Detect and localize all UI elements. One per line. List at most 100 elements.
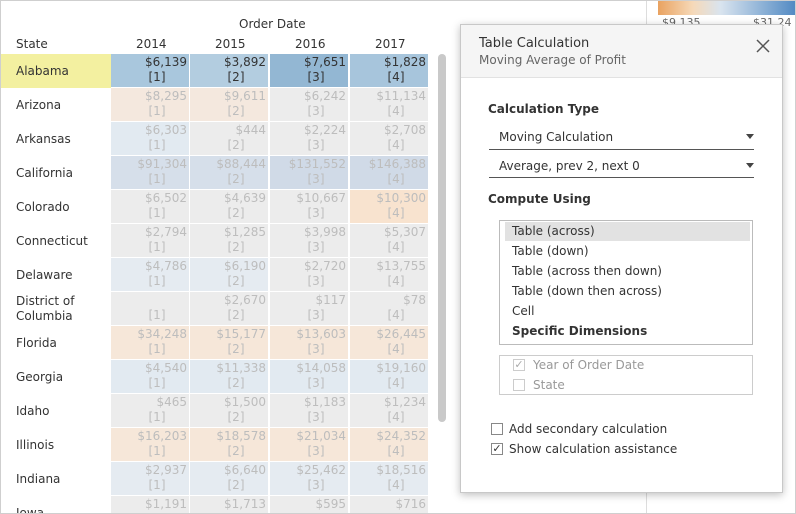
cell-value: $2,224 [304,123,346,137]
table-cell: $2,670 [2] [190,292,268,325]
super-header: Order Date [239,17,306,31]
state-label[interactable]: Illinois [1,428,111,462]
state-text: Delaware [16,267,73,282]
cell-value: $88,444 [216,157,266,171]
state-label[interactable]: Colorado [1,190,111,224]
table-cell: $117 [3] [270,292,348,325]
row-header: State [16,37,48,51]
dropdown-line [489,177,754,178]
cell-value: $25,462 [296,463,346,477]
checkbox[interactable]: ✓ [491,442,503,455]
table-cell: $4,639 [2] [190,190,268,223]
table-cell: $6,139 [1] [111,54,189,87]
state-label[interactable]: Alabama [1,54,111,88]
table-cell: $9,611 [2] [190,88,268,121]
table-cell: $6,242 [3] [270,88,348,121]
cell-index: [4] [387,206,405,220]
cell-index: [3] [307,240,325,254]
cell-index: [4] [387,376,405,390]
table-cell: $2,708 [4] [350,122,428,155]
checkbox-label[interactable]: Show calculation assistance [509,442,678,456]
cell-value: $1,713 [224,497,266,511]
cell-value: $10,667 [296,191,346,205]
table-cell: $11,338 [2] [190,360,268,393]
dropdown-line [489,149,754,150]
state-label[interactable]: Delaware [1,258,111,292]
list-option[interactable]: Specific Dimensions [512,324,648,338]
dropdown[interactable]: Average, prev 2, next 0 [499,159,640,173]
cell-index: [4] [387,274,405,288]
table-cell: $2,224 [3] [270,122,348,155]
dropdown-arrow[interactable] [746,134,754,139]
cell-index: [2] [227,70,245,84]
cell-index: [4] [387,104,405,118]
state-label[interactable]: Arkansas [1,122,111,156]
table-cell: $3,892 [2] [190,54,268,87]
cell-value: $2,937 [145,463,187,477]
table-cell: $2,937 [1] [111,462,189,495]
table-cell: $1,191[1] [111,496,189,513]
cell-value: $10,300 [376,191,426,205]
cell-value: $6,139 [145,55,187,69]
cell-value: $11,134 [376,89,426,103]
state-label[interactable]: Florida [1,326,111,360]
state-label[interactable]: Iowa [1,496,111,514]
table-cell: $10,300 [4] [350,190,428,223]
cell-index: [3] [307,444,325,458]
cell-value: $2,794 [145,225,187,239]
cell-index: [1] [148,206,166,220]
table-cell: $6,303 [1] [111,122,189,155]
state-label[interactable]: Idaho [1,394,111,428]
table-cell: $8,295 [1] [111,88,189,121]
state-label[interactable]: Indiana [1,462,111,496]
state-label[interactable]: California [1,156,111,190]
list-option[interactable]: Cell [512,304,535,318]
cell-value: $6,242 [304,89,346,103]
cell-index: [4] [387,342,405,356]
dropdown-arrow[interactable] [746,163,754,168]
close-button[interactable] [756,39,770,53]
table-cell: $4,786 [1] [111,258,189,291]
cell-index: [4] [387,478,405,492]
cell-index: [1] [111,512,187,513]
table-cell: $6,502 [1] [111,190,189,223]
state-text: Alabama [16,63,69,78]
list-option[interactable]: Table (across) [505,222,750,241]
list-option[interactable]: Table (across then down) [512,264,662,278]
table-cell: $1,234 [4] [350,394,428,427]
cell-value: $465 [156,395,187,409]
cell-value: $14,058 [296,361,346,375]
checkbox-label[interactable]: Add secondary calculation [509,422,668,436]
table-cell: $1,828 [4] [350,54,428,87]
cell-index: [4] [350,512,426,513]
state-label[interactable]: District of Columbia [1,292,111,326]
cell-value: $4,639 [224,191,266,205]
state-label[interactable]: Arizona [1,88,111,122]
cell-index: [1] [148,240,166,254]
dropdown[interactable]: Moving Calculation [499,130,614,144]
table-cell: $1,713[2] [190,496,268,513]
cell-index: [3] [307,342,325,356]
listbox [499,220,753,345]
table-cell: $465 [1] [111,394,189,427]
cell-value: $19,160 [376,361,426,375]
checkbox[interactable] [491,423,503,435]
table-cell: $16,203 [1] [111,428,189,461]
cell-index: [1] [148,444,166,458]
cell-value [111,293,187,308]
list-option[interactable]: Table (down then across) [512,284,662,298]
list-option[interactable]: Table (down) [512,244,589,258]
table-cell: $26,445 [4] [350,326,428,359]
dimension-label: State [533,378,565,392]
cell-value: $4,786 [145,259,187,273]
state-label[interactable]: Georgia [1,360,111,394]
cell-index: [2] [227,376,245,390]
cell-index: [4] [387,172,405,186]
state-label[interactable]: Connecticut [1,224,111,258]
cell-value: $24,352 [376,429,426,443]
scrollbar[interactable] [438,54,446,422]
cell-value: $3,998 [304,225,346,239]
cell-value: $4,540 [145,361,187,375]
cell-value: $15,177 [216,327,266,341]
